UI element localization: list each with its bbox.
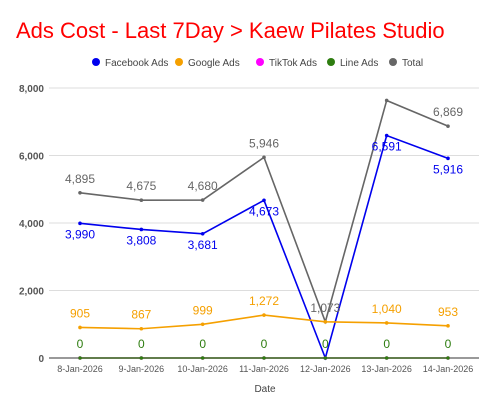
data-point	[262, 198, 266, 203]
data-label: 867	[131, 308, 151, 322]
legend-label: Facebook Ads	[105, 58, 168, 69]
data-point	[139, 198, 144, 203]
legend-label: TikTok Ads	[269, 58, 317, 69]
legend-item[interactable]: Facebook Ads	[92, 58, 168, 69]
legend-marker	[92, 58, 100, 66]
data-point	[262, 313, 266, 317]
data-label: 905	[70, 306, 90, 320]
data-point	[323, 319, 328, 324]
data-point	[446, 324, 450, 328]
data-point	[78, 325, 82, 330]
data-label: 3,990	[65, 227, 95, 241]
data-label: 4,895	[65, 172, 95, 186]
data-point	[78, 190, 82, 195]
data-point	[384, 98, 389, 103]
data-label: 5,916	[433, 162, 463, 176]
data-label: 953	[438, 305, 458, 319]
data-point	[200, 322, 205, 327]
data-point	[200, 231, 205, 236]
data-label: 1,073	[310, 301, 340, 315]
chart-title: Ads Cost - Last 7Day > Kaew Pilates Stud…	[16, 18, 445, 43]
data-label: 0	[138, 337, 145, 351]
data-point	[384, 356, 389, 360]
legend-label: Google Ads	[188, 58, 240, 69]
x-tick-label: 11-Jan-2026	[239, 364, 289, 374]
data-label: 0	[322, 337, 329, 351]
data-point	[262, 155, 266, 160]
y-tick-label: 0	[38, 354, 44, 365]
x-axis-title: Date	[254, 384, 276, 395]
legend-marker	[327, 58, 335, 66]
data-label: 1,040	[372, 302, 402, 316]
legend-item[interactable]: TikTok Ads	[256, 58, 317, 69]
data-label: 4,673	[249, 204, 279, 218]
grid-lines	[49, 87, 479, 359]
legend-item[interactable]: Google Ads	[175, 58, 240, 69]
y-tick-label: 8,000	[19, 84, 44, 95]
legend: Facebook Ads Google Ads TikTok Ads Line Ads…	[92, 58, 423, 69]
legend-label: Total	[402, 58, 423, 69]
data-label: 4,675	[126, 179, 156, 193]
data-point	[384, 321, 389, 325]
data-label: 6,869	[433, 105, 463, 119]
data-point	[200, 198, 205, 202]
data-point	[446, 124, 450, 128]
data-point	[139, 227, 144, 232]
data-point	[262, 356, 266, 360]
data-point	[384, 133, 389, 138]
data-label: 0	[261, 337, 268, 351]
data-label: 6,591	[372, 140, 402, 154]
legend-item[interactable]: Total	[389, 58, 423, 69]
y-tick-label: 4,000	[19, 219, 44, 230]
data-label: 1,272	[249, 294, 279, 308]
data-label: 999	[193, 303, 213, 317]
legend-marker	[389, 58, 397, 66]
data-label: 0	[445, 337, 452, 351]
data-point	[446, 356, 450, 360]
data-label: 5,946	[249, 136, 279, 150]
legend-label: Line Ads	[340, 58, 378, 69]
data-label: 3,808	[126, 233, 156, 247]
x-tick-label: 9-Jan-2026	[119, 364, 165, 374]
x-tick-label: 8-Jan-2026	[57, 364, 103, 374]
y-tick-label: 6,000	[19, 152, 44, 163]
x-tick-label: 14-Jan-2026	[423, 364, 474, 374]
data-label: 0	[77, 337, 84, 351]
data-point	[78, 356, 82, 360]
legend-marker	[175, 58, 183, 66]
series-lines	[78, 98, 450, 361]
data-point	[446, 156, 450, 161]
y-tick-label: 2,000	[19, 287, 44, 298]
x-tick-label: 12-Jan-2026	[300, 364, 351, 374]
data-point	[323, 356, 328, 360]
data-label: 3,681	[188, 238, 218, 252]
data-label: 4,680	[188, 179, 218, 193]
x-axis: 8-Jan-2026 9-Jan-2026 10-Jan-2026 11-Jan-20…	[57, 364, 473, 374]
y-axis: 0 2,000 4,000 6,000 8,000	[19, 84, 44, 365]
data-point	[139, 356, 144, 360]
data-point	[78, 221, 82, 226]
x-tick-label: 10-Jan-2026	[177, 364, 228, 374]
x-tick-label: 13-Jan-2026	[361, 364, 412, 374]
data-label: 0	[199, 337, 206, 351]
legend-marker	[256, 58, 264, 66]
data-point	[200, 356, 205, 360]
data-label: 0	[383, 337, 390, 351]
data-point	[139, 326, 144, 331]
data-labels: 3,990 3,808 3,681 4,673 6,591 5,916 905 867 999 1…	[65, 105, 463, 351]
legend-item[interactable]: Line Ads	[327, 58, 378, 69]
